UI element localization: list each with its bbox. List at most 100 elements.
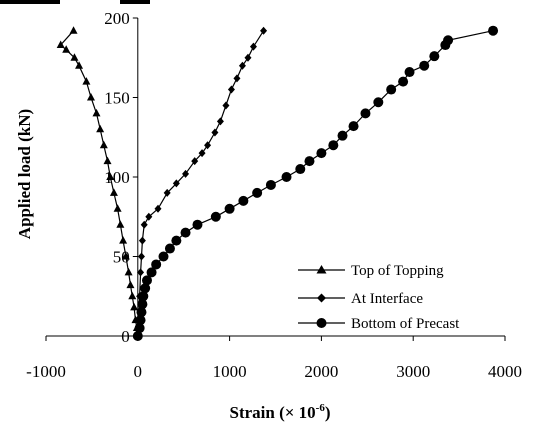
series-bottom-of-precast [132,25,499,341]
x-tick-label: 1000 [213,362,247,381]
data-point-circle [158,251,169,262]
data-point-circle [146,267,157,278]
data-point-triangle [70,53,79,61]
series-line [137,30,265,337]
data-point-triangle [126,280,135,289]
data-point-circle [135,315,146,326]
data-point-triangle [96,124,105,133]
data-point-circle [373,97,384,108]
data-point-circle [151,259,162,270]
series-layer [56,25,499,341]
x-tick-label: 4000 [488,362,522,381]
data-point-circle [398,76,409,87]
data-point-diamond [227,85,235,94]
y-tick-label: 50 [113,248,130,267]
tick-labels: -1000 0 1000 2000 3000 4000 0 50 100 150 200 [26,9,522,381]
data-point-triangle [113,204,122,212]
x-axis-title: Strain (× 10-6) [229,402,330,422]
data-point-diamond [163,188,171,197]
top-left-block-2 [120,0,150,4]
data-point-circle [132,331,143,341]
data-point-diamond [260,26,268,35]
data-point-circle [419,60,430,71]
data-point-circle [281,172,292,182]
data-point-triangle [82,77,91,85]
y-tick-label: 0 [121,327,130,346]
x-axis-title-sup: -6 [316,402,326,414]
data-point-circle [295,164,306,175]
data-point-diamond [137,252,145,261]
x-tick-label: 2000 [304,362,338,381]
data-point-triangle [62,45,71,53]
data-point-circle [348,121,359,132]
data-point-triangle [86,93,95,101]
data-point-triangle [116,220,125,228]
data-point-circle [304,156,315,167]
data-point-diamond [154,204,162,213]
y-tick-label: 150 [104,89,130,108]
data-point-diamond [145,212,153,221]
data-point-circle [337,130,348,141]
data-point-circle [136,307,147,318]
series-top-of-topping [56,26,142,339]
y-tick-label: 200 [104,9,130,28]
data-point-circle [360,108,371,119]
data-point-diamond [238,61,246,70]
data-point-triangle [124,267,133,276]
data-point-circle [328,140,339,151]
y-tick-label: 100 [104,168,130,187]
data-point-circle [265,179,276,190]
data-point-triangle [109,188,118,196]
data-point-circle [238,195,249,206]
data-point-circle [180,227,191,238]
y-axis-title: Applied load (kN) [15,109,34,239]
data-point-triangle [119,236,128,244]
data-point-circle [134,323,145,334]
data-point-circle [137,299,148,310]
legend-box [292,254,506,332]
data-point-diamond [233,74,241,83]
series-at-interface [134,26,268,340]
data-point-triangle [99,140,108,149]
axes [45,17,506,341]
data-point-triangle [106,172,115,180]
legend-label-bottom-of-precast: Bottom of Precast [351,316,460,332]
data-point-triangle [75,61,84,69]
data-point-diamond [138,236,146,245]
legend: Top of Topping At Interface Bottom of Pr… [292,254,506,332]
data-point-diamond [216,117,224,126]
data-point-triangle [121,252,130,260]
data-point-diamond [182,169,190,178]
x-axis-title-main: Strain (× 10 [229,403,315,422]
data-point-circle [164,243,175,254]
data-point-circle [171,235,182,246]
data-point-diamond [198,149,206,158]
data-point-circle [252,187,263,198]
data-point-diamond [249,42,257,51]
data-point-circle [488,25,499,36]
data-point-circle [443,35,454,46]
legend-label-at-interface: At Interface [351,291,423,307]
x-tick-label: 3000 [396,362,430,381]
legend-marker-at-interface [317,293,326,303]
data-point-triangle [130,302,139,311]
data-point-triangle [92,108,101,117]
legend-marker-top-of-topping [316,265,327,274]
data-point-circle [386,84,397,95]
data-point-diamond [137,268,145,277]
legend-marker-bottom-of-precast [316,318,327,328]
data-point-diamond [211,128,219,137]
data-point-circle [404,67,415,78]
data-point-circle [429,51,440,62]
legend-label-top-of-topping: Top of Topping [351,263,444,279]
data-point-diamond [222,101,230,110]
x-axis-title-end: ) [325,403,331,422]
data-point-circle [224,203,235,214]
data-point-diamond [140,220,148,229]
x-tick-label: 0 [134,362,143,381]
data-point-diamond [204,141,212,150]
data-point-triangle [69,26,78,34]
data-point-triangle [103,156,112,165]
data-point-circle [140,283,151,294]
